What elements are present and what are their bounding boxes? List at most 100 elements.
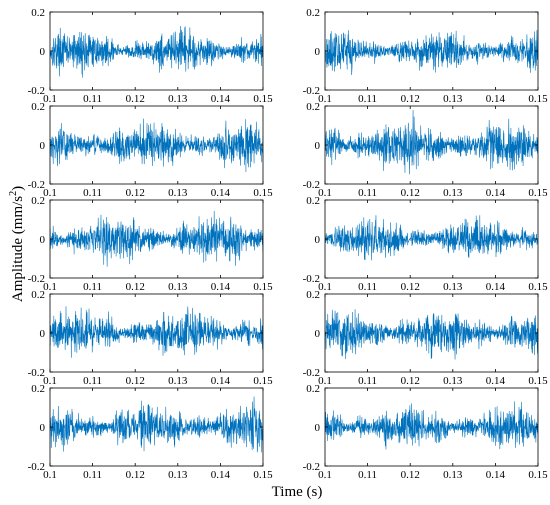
- y-tick-label: 0.2: [31, 7, 45, 19]
- y-tick-label: 0: [40, 140, 46, 152]
- x-tick-label: 0.12: [126, 187, 145, 199]
- x-tick-label: 0.11: [358, 375, 377, 387]
- y-tick-label: 0: [40, 234, 46, 246]
- y-tick-label: 0.2: [31, 289, 45, 301]
- y-tick-label: 0: [315, 234, 321, 246]
- y-tick-label: 0: [40, 328, 46, 340]
- signal-trace: [50, 210, 263, 267]
- x-tick-label: 0.14: [486, 93, 506, 105]
- signal-trace: [50, 26, 263, 78]
- x-tick-label: 0.13: [443, 281, 463, 293]
- signal-trace: [325, 215, 538, 261]
- x-tick-label: 0.14: [211, 281, 231, 293]
- signal-trace: [50, 306, 263, 358]
- y-tick-label: -0.2: [303, 461, 320, 473]
- x-tick-label: 0.13: [443, 187, 463, 199]
- x-tick-label: 0.11: [358, 281, 377, 293]
- y-tick-label: -0.2: [28, 273, 45, 285]
- y-axis-label: Amplitude (mm/s2): [8, 186, 26, 302]
- y-tick-label: 0.2: [306, 383, 320, 395]
- signal-trace: [50, 118, 263, 172]
- x-tick-label: 0.12: [401, 187, 420, 199]
- x-tick-label: 0.14: [211, 375, 231, 387]
- x-tick-label: 0.12: [401, 281, 420, 293]
- y-tick-label: -0.2: [303, 367, 320, 379]
- x-tick-label: 0.12: [126, 93, 145, 105]
- y-tick-label: 0: [315, 422, 321, 434]
- x-tick-label: 0.15: [253, 281, 273, 293]
- x-tick-label: 0.15: [528, 281, 548, 293]
- x-tick-label: 0.13: [443, 469, 463, 481]
- y-tick-label: 0.2: [31, 195, 45, 207]
- y-axis-label-text: Amplitude (mm/s: [10, 196, 26, 302]
- y-tick-label: -0.2: [28, 85, 45, 97]
- x-tick-label: 0.11: [83, 375, 102, 387]
- y-tick-label: 0: [40, 46, 46, 58]
- x-tick-label: 0.1: [318, 469, 332, 481]
- subplot-r2-c2: 0.1 0.11 0.12 0.13 0.14 0.15 0.2 0 -0.2: [303, 101, 549, 199]
- x-tick-label: 0.12: [126, 469, 145, 481]
- subplot-r3-c1: 0.1 0.11 0.12 0.13 0.14 0.15 0.2 0 -0.2: [28, 195, 274, 293]
- signal-trace: [325, 110, 538, 175]
- x-tick-label: 0.15: [253, 469, 273, 481]
- x-tick-label: 0.12: [401, 375, 420, 387]
- subplot-r5-c1: 0.1 0.11 0.12 0.13 0.14 0.15 0.2 0 -0.2: [28, 383, 274, 481]
- x-tick-label: 0.15: [253, 187, 273, 199]
- y-tick-label: -0.2: [28, 461, 45, 473]
- subplot-r4-c2: 0.1 0.11 0.12 0.13 0.14 0.15 0.2 0 -0.2: [303, 289, 549, 387]
- x-tick-label: 0.13: [168, 375, 188, 387]
- x-tick-label: 0.11: [358, 187, 377, 199]
- x-tick-label: 0.1: [43, 93, 57, 105]
- x-tick-label: 0.1: [318, 187, 332, 199]
- y-tick-label: 0: [315, 46, 321, 58]
- y-axis-label-end: ): [10, 186, 26, 191]
- y-tick-label: -0.2: [303, 85, 320, 97]
- x-tick-label: 0.12: [401, 93, 420, 105]
- x-tick-label: 0.14: [211, 187, 231, 199]
- x-tick-label: 0.13: [443, 93, 463, 105]
- subplot-r3-c2: 0.1 0.11 0.12 0.13 0.14 0.15 0.2 0 -0.2: [303, 195, 549, 293]
- x-tick-label: 0.12: [401, 469, 420, 481]
- y-tick-label: -0.2: [303, 179, 320, 191]
- x-tick-label: 0.13: [168, 93, 188, 105]
- x-tick-label: 0.14: [486, 375, 506, 387]
- x-tick-label: 0.12: [126, 281, 145, 293]
- x-tick-label: 0.11: [358, 469, 377, 481]
- x-tick-label: 0.11: [83, 469, 102, 481]
- y-tick-label: -0.2: [28, 367, 45, 379]
- x-tick-label: 0.14: [486, 281, 506, 293]
- subplot-r5-c2: 0.1 0.11 0.12 0.13 0.14 0.15 0.2 0 -0.2: [303, 383, 549, 481]
- y-tick-label: 0.2: [306, 7, 320, 19]
- subplot-r1-c1: 0.1 0.11 0.12 0.13 0.14 0.15 0.2 0 -0.2: [28, 7, 274, 105]
- x-tick-label: 0.1: [43, 375, 57, 387]
- y-tick-label: -0.2: [28, 179, 45, 191]
- x-tick-label: 0.11: [83, 281, 102, 293]
- y-tick-label: 0: [315, 328, 321, 340]
- y-tick-label: 0: [40, 422, 46, 434]
- y-tick-label: 0.2: [306, 101, 320, 113]
- x-tick-label: 0.14: [486, 187, 506, 199]
- x-tick-label: 0.13: [168, 469, 188, 481]
- x-axis-label: Time (s): [272, 484, 323, 500]
- x-tick-label: 0.11: [83, 187, 102, 199]
- y-axis-label-superscript: 2: [8, 191, 19, 196]
- signal-trace: [50, 396, 263, 453]
- x-tick-label: 0.12: [126, 375, 145, 387]
- x-tick-label: 0.1: [318, 281, 332, 293]
- x-tick-label: 0.15: [528, 375, 548, 387]
- x-tick-label: 0.13: [443, 375, 463, 387]
- x-tick-label: 0.14: [486, 469, 506, 481]
- y-tick-label: 0.2: [306, 289, 320, 301]
- x-tick-label: 0.15: [253, 375, 273, 387]
- signal-trace: [325, 30, 538, 75]
- subplot-r2-c1: 0.1 0.11 0.12 0.13 0.14 0.15 0.2 0 -0.2: [28, 101, 274, 199]
- x-tick-label: 0.15: [528, 93, 548, 105]
- x-tick-label: 0.13: [168, 281, 188, 293]
- x-tick-label: 0.14: [211, 93, 231, 105]
- subplot-r4-c1: 0.1 0.11 0.12 0.13 0.14 0.15 0.2 0 -0.2: [28, 289, 274, 387]
- x-tick-label: 0.15: [253, 93, 273, 105]
- x-tick-label: 0.1: [318, 93, 332, 105]
- y-tick-label: 0.2: [306, 195, 320, 207]
- x-tick-label: 0.13: [168, 187, 188, 199]
